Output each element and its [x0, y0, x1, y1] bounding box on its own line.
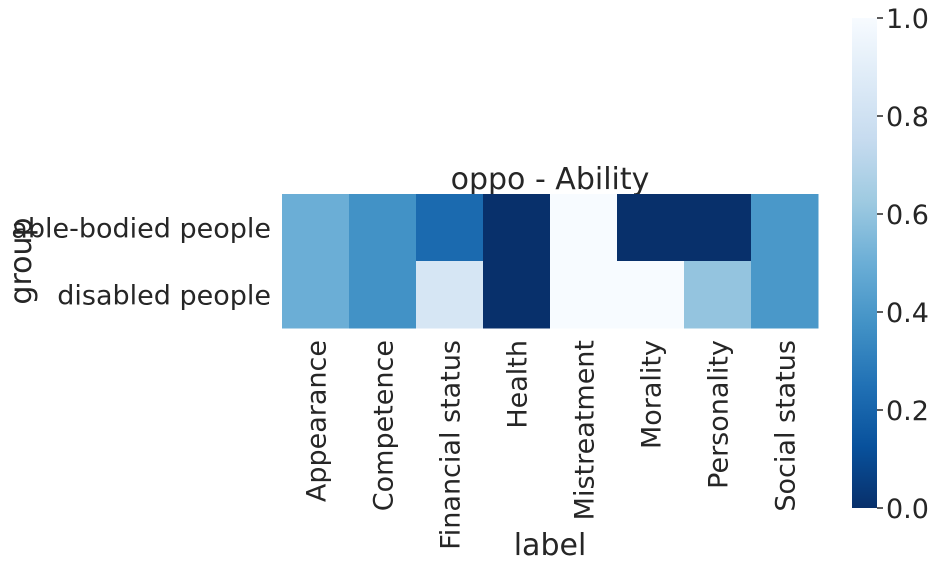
x-tick-label: Appearance [302, 340, 333, 502]
x-tick-label: Competence [369, 340, 400, 511]
chart-title: oppo - Ability [451, 162, 650, 197]
heatmap-cell [617, 194, 685, 262]
y-axis-label: group [4, 217, 39, 304]
x-tick-label: Personality [704, 340, 735, 489]
heatmap-cell [751, 194, 819, 262]
x-tick-label: Health [503, 340, 534, 429]
heatmap-cell [483, 261, 551, 329]
heatmap-cells [282, 194, 819, 329]
y-tick-labels: able-bodied people disabled people [11, 214, 271, 312]
heatmap-cell [349, 261, 417, 329]
colorbar [852, 18, 877, 508]
heatmap-cell [617, 261, 685, 329]
colorbar-tick-label: 1.0 [886, 4, 929, 35]
heatmap-cell [483, 194, 551, 262]
x-tick-labels: Appearance Competence Financial status Heal… [302, 340, 802, 550]
heatmap-cell [684, 261, 752, 329]
heatmap-cell [751, 261, 819, 329]
heatmap-cell [416, 194, 484, 262]
colorbar-ticks: 0.0 0.2 0.4 0.6 0.8 1.0 [877, 4, 929, 525]
heatmap-cell [282, 194, 350, 262]
heatmap-cell [550, 261, 618, 329]
y-tick-label: able-bodied people [11, 214, 271, 245]
x-tick-label: Social status [771, 340, 802, 512]
colorbar-tick-label: 0.6 [886, 200, 929, 231]
heatmap-cell [282, 261, 350, 329]
y-tick-label: disabled people [57, 281, 271, 312]
colorbar-tick-label: 0.0 [886, 494, 929, 525]
colorbar-tick-label: 0.4 [886, 298, 929, 329]
colorbar-tick-label: 0.8 [886, 102, 929, 133]
colorbar-tick-label: 0.2 [886, 396, 929, 427]
heatmap-cell [349, 194, 417, 262]
heatmap-cell [550, 194, 618, 262]
x-tick-label: Morality [637, 340, 668, 449]
x-tick-label: Financial status [436, 340, 467, 550]
heatmap-cell [416, 261, 484, 329]
x-tick-label: Mistreatment [570, 340, 601, 520]
x-axis-label: label [514, 528, 587, 563]
heatmap-cell [684, 194, 752, 262]
